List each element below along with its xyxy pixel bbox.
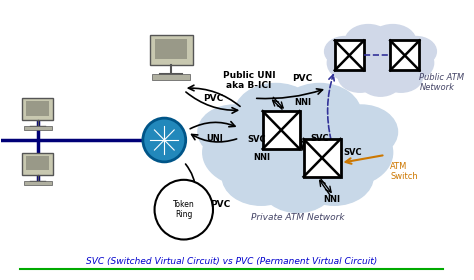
Bar [335,41,364,70]
Ellipse shape [345,25,392,59]
Text: NNI: NNI [253,153,270,162]
Text: Public UNI
aka B-ICI: Public UNI aka B-ICI [223,71,275,90]
Bar [22,98,53,120]
Text: SVC: SVC [310,134,329,143]
Ellipse shape [278,83,361,144]
Ellipse shape [295,148,373,205]
Ellipse shape [261,159,334,213]
Bar [263,111,300,149]
Ellipse shape [328,44,379,82]
Text: PVC: PVC [292,74,313,83]
Ellipse shape [198,105,271,159]
Text: Public ATM
Network: Public ATM Network [419,73,465,92]
Text: UNI: UNI [207,134,223,143]
Circle shape [143,118,186,162]
Ellipse shape [325,36,365,66]
Ellipse shape [382,44,434,82]
Text: SVC: SVC [247,136,266,144]
Text: NNI: NNI [294,98,311,107]
Bar [24,181,52,185]
Ellipse shape [325,105,398,159]
Text: PVC: PVC [203,94,223,103]
Ellipse shape [395,36,437,66]
Ellipse shape [235,83,317,144]
Text: SVC: SVC [344,148,362,157]
Ellipse shape [379,60,423,92]
Bar [155,39,187,59]
Bar [150,35,192,65]
Ellipse shape [203,118,295,186]
Bar [303,139,340,177]
Text: Private ATM Network: Private ATM Network [251,213,345,222]
Bar [152,74,191,80]
Bar [24,127,52,130]
Bar [26,101,49,116]
Bar [390,41,419,70]
Text: Token
Ring: Token Ring [173,200,195,219]
Ellipse shape [338,60,382,92]
Ellipse shape [345,34,416,86]
Ellipse shape [360,66,401,96]
Text: PVC: PVC [210,200,230,209]
Ellipse shape [370,25,416,59]
Ellipse shape [222,148,300,205]
Circle shape [155,180,213,239]
Bar [22,153,53,175]
Bar [26,156,49,170]
Ellipse shape [235,101,361,195]
Text: SVC (Switched Virtual Circuit) vs PVC (Permanent Virtual Circuit): SVC (Switched Virtual Circuit) vs PVC (P… [86,257,377,266]
Text: NNI: NNI [323,195,340,204]
Ellipse shape [300,118,392,186]
Text: ATM
Switch: ATM Switch [390,162,418,181]
